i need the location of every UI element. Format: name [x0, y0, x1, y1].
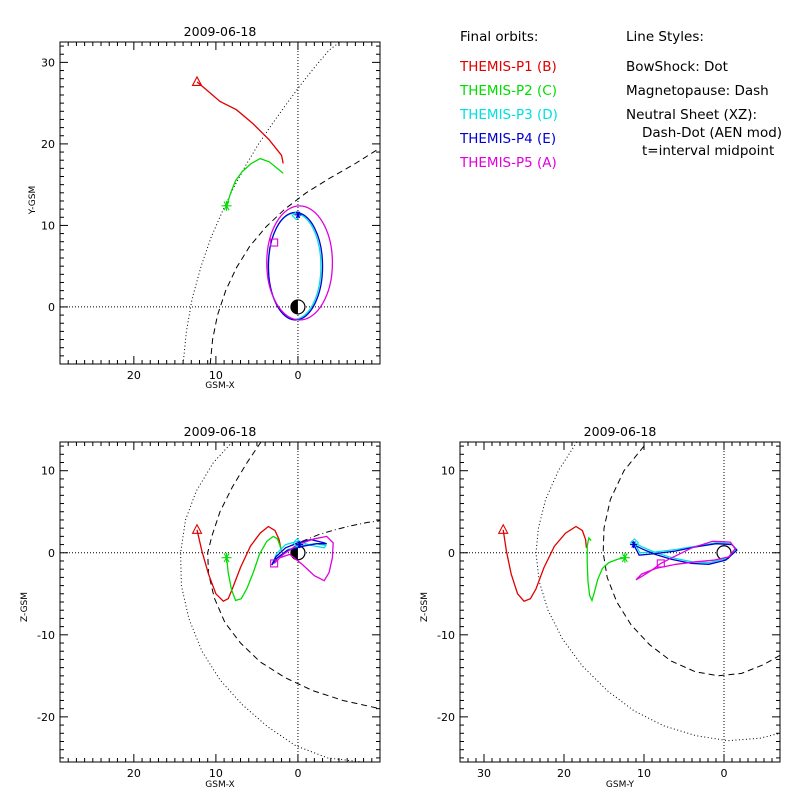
xy-panel-xlabel: GSM-X: [205, 381, 234, 391]
xy-orbit-panel: 2009-06-18 GSM-X Y-GSM 20 10 0 0 10 20 30: [28, 24, 381, 391]
xz-xtick-label: 0: [294, 767, 301, 780]
xz-xtick-label: 20: [127, 767, 141, 780]
yz-orbit-panel: 2009-06-18 GSM-Y Z-GSM 30 20 10 0 10 0 -10 -20: [420, 424, 781, 790]
legend-probe-p5: THEMIS-P5 (A): [459, 155, 557, 171]
yz-panel-xlabel: GSM-Y: [606, 780, 635, 790]
yz-plot-area: [460, 442, 780, 762]
xz-ytick-label: -20: [37, 711, 55, 724]
xy-ytick-label: 0: [48, 301, 55, 314]
legend-probe-p1: THEMIS-P1 (B): [459, 59, 557, 75]
xy-panel-ylabel: Y-GSM: [28, 186, 38, 215]
yz-magnetopause: [602, 445, 780, 677]
style-interval-note: t=interval midpoint: [642, 143, 774, 159]
xy-earth-icon: [290, 299, 306, 315]
yz-earth-icon: [716, 545, 732, 561]
yz-marker-p4: [630, 541, 638, 549]
yz-plot-frame: [459, 441, 781, 763]
xz-bowshock: [180, 442, 362, 762]
style-neutral-sheet: Neutral Sheet (XZ):: [626, 107, 757, 123]
xy-orbit-p5: [266, 205, 334, 321]
xz-orbit-panel: 2009-06-18 GSM-X Z-GSM 20 10 0 10 0 -10 -20: [20, 424, 381, 790]
xz-ytick-label: -10: [37, 629, 55, 642]
yz-xtick-label: 30: [477, 767, 491, 780]
xy-marker-p4: [294, 211, 302, 219]
xy-bowshock: [182, 42, 341, 364]
xz-marker-p4: [296, 541, 304, 549]
xz-magnetopause: [207, 442, 380, 710]
xy-marker-p2: [221, 200, 232, 211]
legend-probe-p4: THEMIS-P4 (E): [459, 131, 556, 147]
yz-xtick-label: 10: [637, 767, 651, 780]
xz-panel-xlabel: GSM-X: [205, 780, 234, 790]
xz-tick-marks: [59, 442, 381, 762]
styles-heading: Line Styles:: [626, 29, 704, 45]
orbits-heading: Final orbits:: [460, 29, 538, 45]
yz-xtick-label: 20: [557, 767, 571, 780]
xy-xtick-label: 10: [209, 369, 223, 382]
xy-plot-area: [60, 42, 380, 364]
orbit-legend: Final orbits: THEMIS-P1 (B) THEMIS-P2 (C…: [459, 29, 782, 171]
xz-xtick-label: 10: [209, 767, 223, 780]
xz-orbit-p4: [271, 538, 327, 566]
xy-panel-title: 2009-06-18: [184, 24, 257, 39]
xy-tick-marks: [59, 42, 381, 365]
style-dash-dot: Dash-Dot (AEN mod): [642, 125, 782, 141]
xz-plot-frame: [59, 441, 381, 763]
yz-panel-ylabel: Z-GSM: [420, 592, 430, 622]
style-bowshock: BowShock: Dot: [626, 59, 728, 75]
yz-marker-p2: [619, 552, 630, 563]
xz-marker-p5: [270, 559, 279, 568]
xy-magnetopause: [209, 147, 380, 364]
yz-ytick-label: -20: [437, 711, 455, 724]
yz-marker-p1: [497, 523, 509, 534]
yz-ytick-label: 0: [448, 547, 455, 560]
xy-marker-p5: [270, 238, 279, 247]
yz-orbit-p1: [502, 525, 588, 602]
xy-marker-p1: [191, 75, 203, 86]
xy-xtick-label: 0: [294, 369, 301, 382]
xz-marker-p2: [221, 552, 232, 563]
xz-marker-p1: [191, 523, 203, 534]
yz-marker-p5: [656, 559, 665, 568]
xy-ytick-label: 20: [41, 138, 55, 151]
yz-xtick-label: 0: [721, 767, 728, 780]
xy-plot-frame: [59, 41, 381, 365]
yz-orbit-p2: [586, 536, 625, 603]
xy-ytick-label: 10: [41, 219, 55, 232]
xz-orbit-p1: [196, 525, 282, 602]
style-magnetopause: Magnetopause: Dash: [626, 83, 769, 99]
legend-probe-p2: THEMIS-P2 (C): [459, 83, 557, 99]
yz-tick-marks: [459, 442, 781, 762]
xz-ytick-label: 0: [48, 547, 55, 560]
xy-ytick-label: 30: [41, 56, 55, 69]
legend-probe-p3: THEMIS-P3 (D): [459, 107, 558, 123]
xz-panel-ylabel: Z-GSM: [20, 592, 30, 622]
yz-ytick-label: -10: [437, 629, 455, 642]
xz-panel-title: 2009-06-18: [184, 424, 257, 439]
yz-orbit-p4: [633, 543, 738, 565]
xz-ytick-label: 10: [41, 465, 55, 478]
xy-orbit-p2: [225, 157, 284, 207]
xy-orbit-p1: [196, 81, 284, 164]
xz-orbit-p2: [225, 535, 283, 602]
yz-bowshock: [535, 442, 780, 742]
yz-panel-title: 2009-06-18: [584, 424, 657, 439]
xz-plot-area: [60, 442, 380, 762]
yz-orbit-p5: [635, 540, 737, 581]
yz-ytick-label: 10: [441, 465, 455, 478]
xy-xtick-label: 20: [127, 369, 141, 382]
